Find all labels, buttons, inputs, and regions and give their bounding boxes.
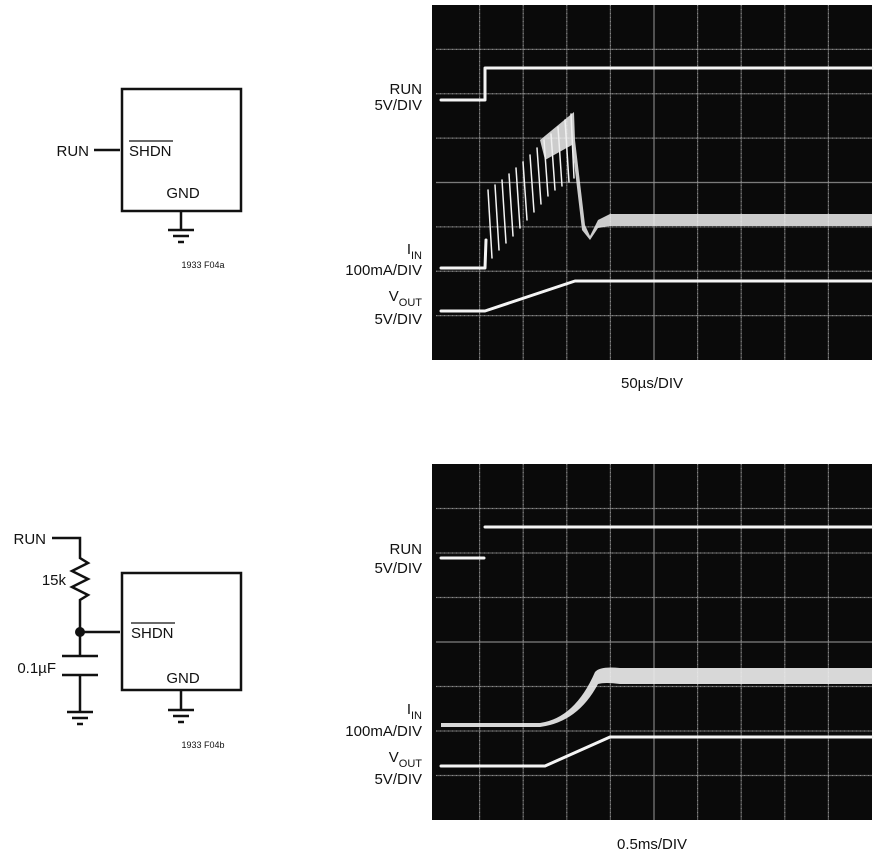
ground-symbol — [168, 230, 194, 242]
name-main: V — [389, 288, 399, 305]
resistor-wire — [52, 538, 88, 656]
channel-scale: 100mA/DIV — [345, 262, 422, 279]
scope-b: RUN 5V/DIV IIN 100mA/DIV VOUT 5V/DIV 0.5… — [345, 464, 872, 853]
shdn-label: SHDN — [129, 143, 172, 160]
channel-name: VOUT — [389, 288, 423, 309]
run-label: RUN — [57, 143, 90, 160]
ground-symbol — [168, 710, 194, 722]
channel-scale: 5V/DIV — [374, 97, 422, 114]
schematic-b: RUN 15k 0.1µF SHDN GND 1933 F04b — [14, 531, 242, 750]
capacitor-label: 0.1µF — [17, 660, 56, 677]
name-sub: IN — [411, 250, 422, 262]
channel-scale: 5V/DIV — [374, 560, 422, 577]
figure-code: 1933 F04a — [181, 260, 224, 270]
timebase: 0.5ms/DIV — [617, 836, 687, 853]
channel-scale: 5V/DIV — [374, 311, 422, 328]
name-sub: OUT — [399, 758, 423, 770]
figure-page: RUN SHDN GND 1933 F04a RUN 5V/DIV IIN 10… — [0, 0, 874, 862]
channel-name: RUN — [390, 81, 423, 98]
schematic-a: RUN SHDN GND 1933 F04a — [57, 89, 242, 270]
gnd-label: GND — [166, 185, 200, 202]
timebase: 50µs/DIV — [621, 375, 683, 392]
channel-name: IIN — [407, 701, 422, 722]
run-label: RUN — [14, 531, 47, 548]
resistor-label: 15k — [42, 572, 67, 589]
ground-symbol — [67, 712, 93, 724]
name-main: V — [389, 749, 399, 766]
name-sub: IN — [411, 710, 422, 722]
channel-name: IIN — [407, 241, 422, 262]
name-sub: OUT — [399, 297, 423, 309]
channel-name: VOUT — [389, 749, 423, 770]
figure-code: 1933 F04b — [181, 740, 224, 750]
gnd-label: GND — [166, 670, 200, 687]
channel-scale: 5V/DIV — [374, 771, 422, 788]
channel-name: RUN — [390, 541, 423, 558]
shdn-label: SHDN — [131, 625, 174, 642]
scope-a: RUN 5V/DIV IIN 100mA/DIV VOUT 5V/DIV 50µ… — [345, 5, 872, 392]
channel-scale: 100mA/DIV — [345, 723, 422, 740]
